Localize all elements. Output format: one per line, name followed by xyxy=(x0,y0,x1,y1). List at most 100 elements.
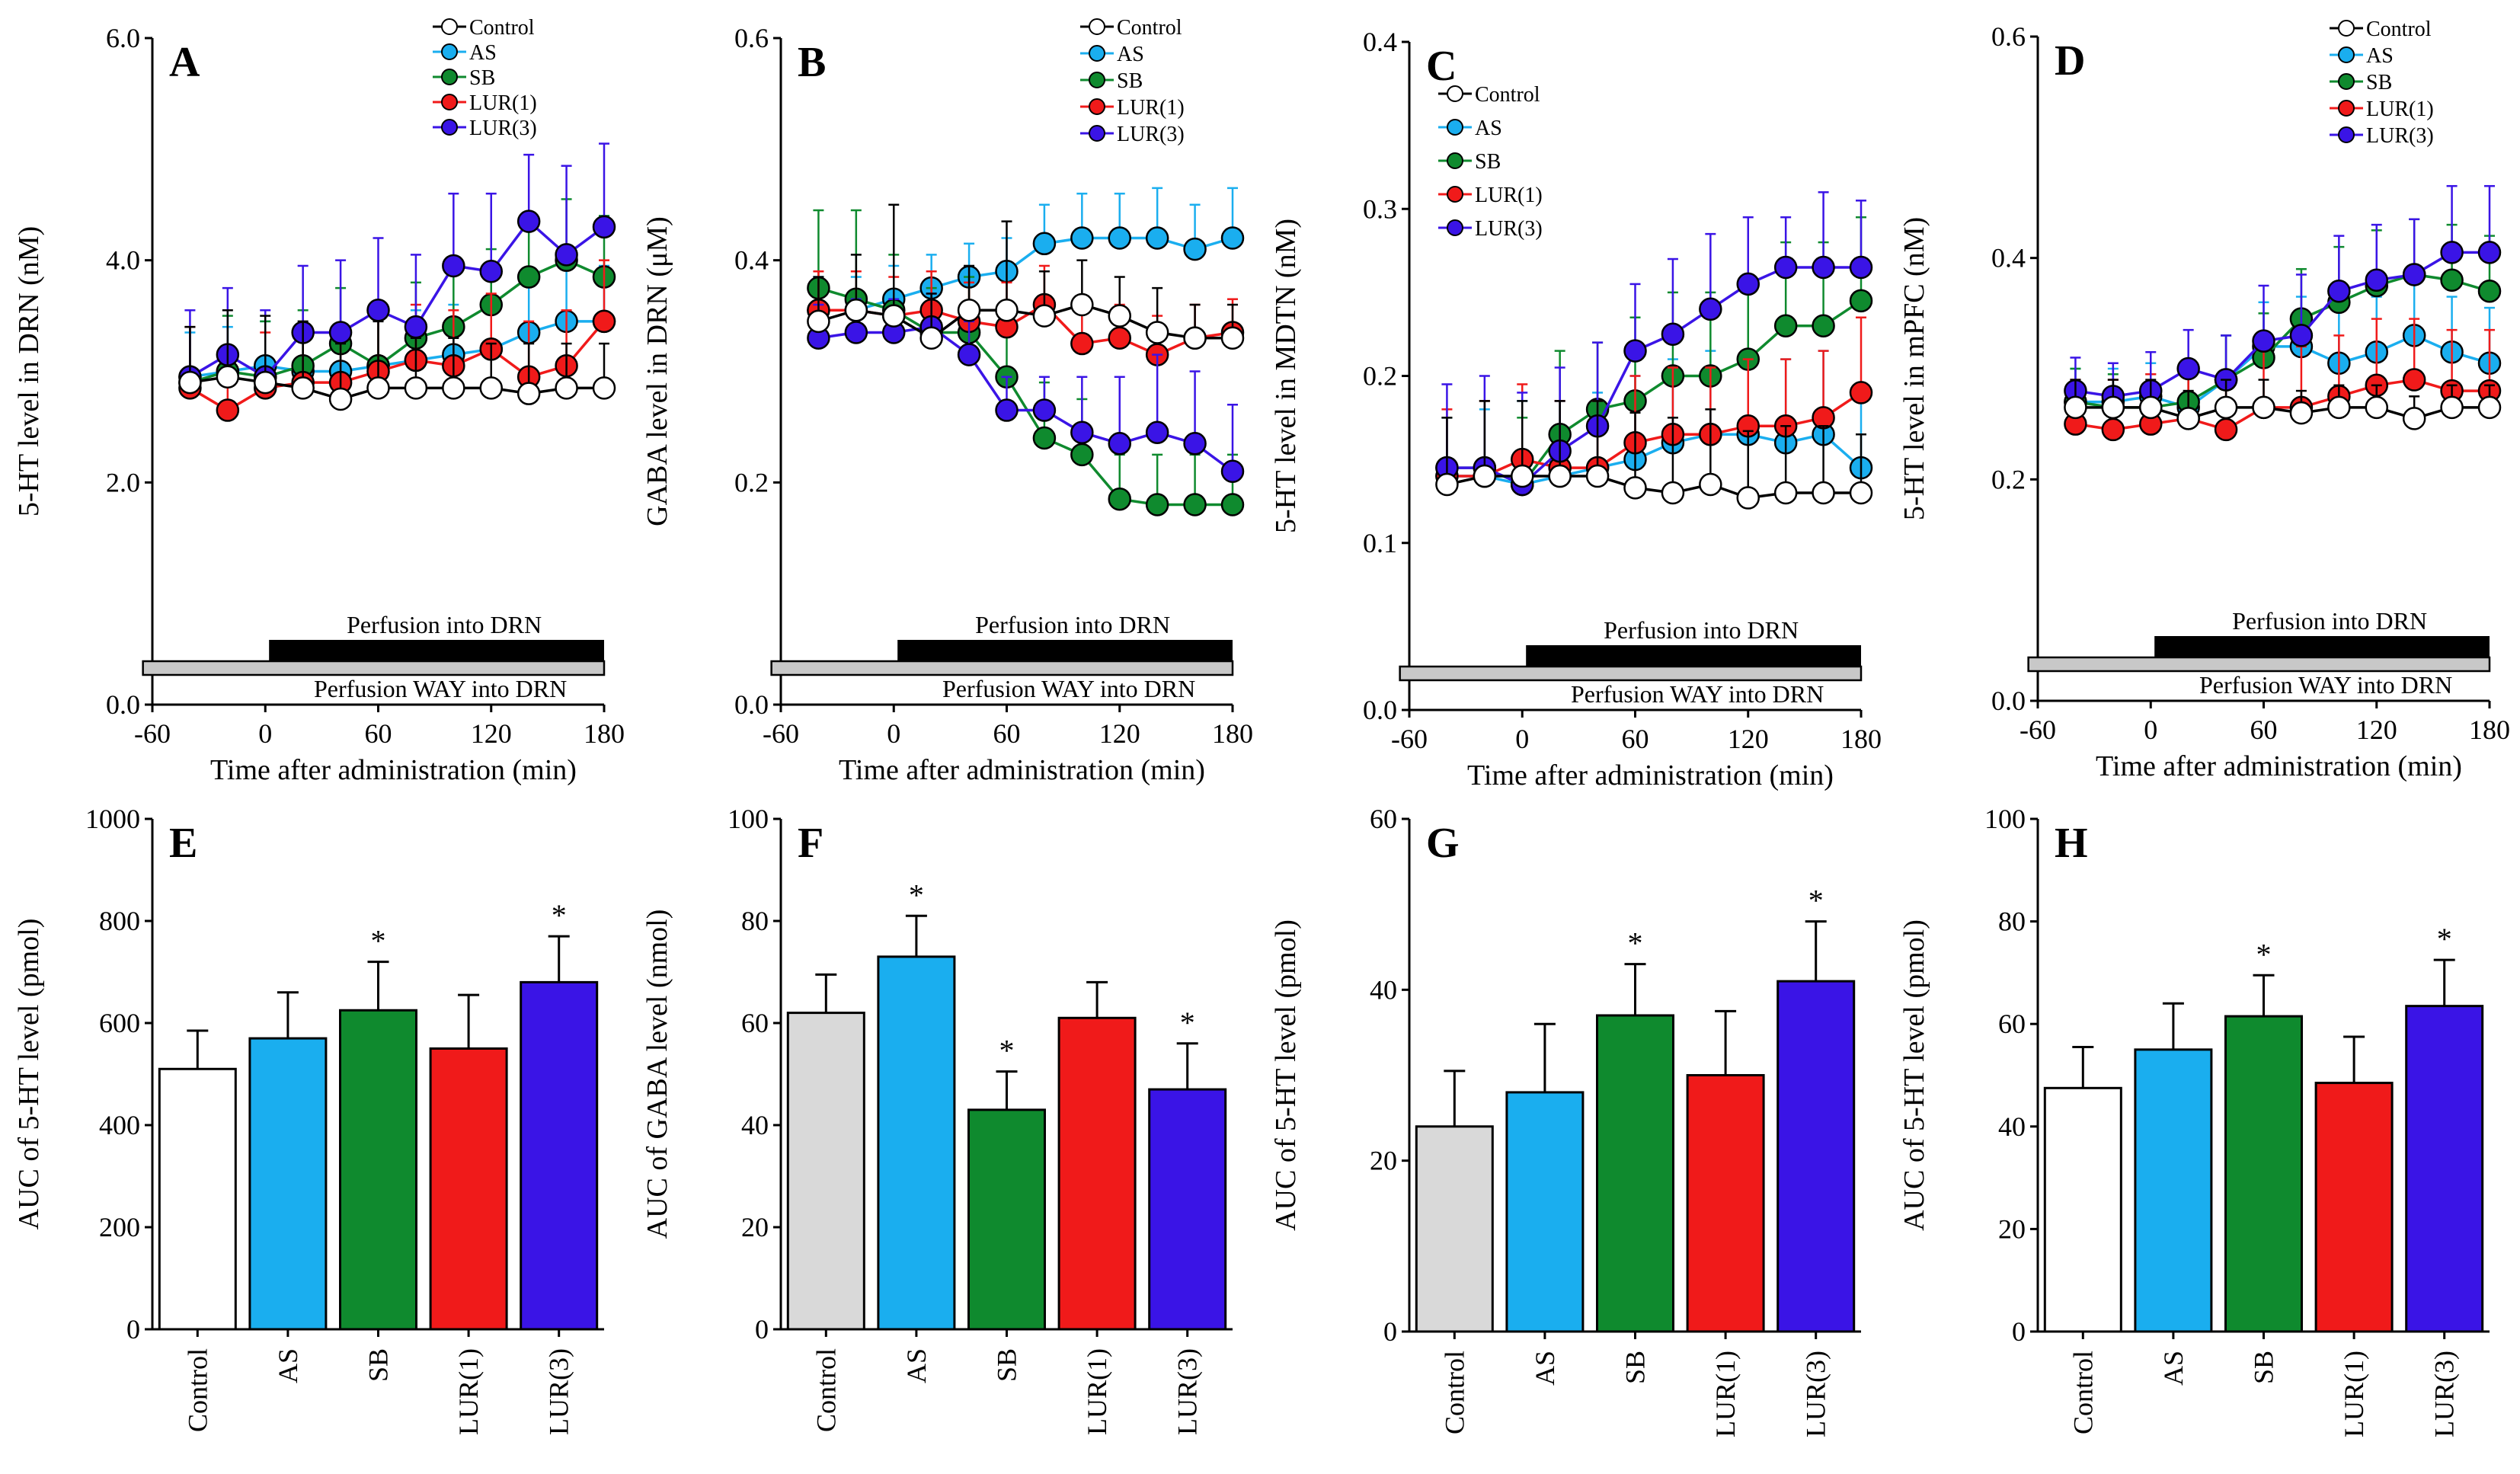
legend-label: LUR(1) xyxy=(1475,184,1543,207)
perfusion-label: Perfusion into DRN xyxy=(347,611,542,638)
panel-H: 0 20 40 60 80 100 AUC of 5-HT level (pmol) H Con… xyxy=(1898,804,2490,1437)
significance-mark: * xyxy=(2256,937,2272,971)
y-tick-label: 60 xyxy=(1998,1009,2026,1039)
bar-LUR(1) xyxy=(1057,1016,1137,1331)
data-point xyxy=(1145,493,1169,516)
bar-LUR(1) xyxy=(1686,1074,1765,1333)
series-Control xyxy=(807,203,1245,350)
data-point xyxy=(592,309,616,334)
bar-AS xyxy=(248,1037,328,1331)
legend-label: LUR(3) xyxy=(469,117,537,140)
data-point xyxy=(2402,263,2426,286)
way-perfusion-bar xyxy=(1399,665,1863,682)
data-point xyxy=(2214,417,2238,442)
data-point xyxy=(178,370,202,395)
category-label: SB xyxy=(1620,1351,1651,1384)
y-tick-label: 60 xyxy=(741,1008,769,1038)
x-tick-label: -60 xyxy=(2020,715,2056,745)
y-tick-label: 400 xyxy=(99,1110,140,1140)
data-point xyxy=(2440,241,2464,264)
data-point xyxy=(1220,226,1245,250)
y-tick-label: 800 xyxy=(99,906,140,936)
data-point xyxy=(328,321,353,344)
data-point xyxy=(1773,314,1798,337)
bar-SB xyxy=(2224,1015,2303,1333)
y-tick-label: 0.0 xyxy=(1363,695,1397,725)
legend-label: LUR(3) xyxy=(1475,217,1543,241)
y-tick-label: 20 xyxy=(1370,1146,1397,1176)
x-axis-label: Time after administration (min) xyxy=(2096,750,2462,782)
bar-LUR(1) xyxy=(2314,1082,2394,1333)
y-tick-label: 0.0 xyxy=(106,689,140,720)
data-point xyxy=(844,321,868,344)
x-tick-label: 60 xyxy=(993,718,1021,749)
x-tick-label: 180 xyxy=(1840,724,1882,754)
data-point xyxy=(442,254,465,278)
panel-label: G xyxy=(1426,820,1460,867)
legend-marker xyxy=(1089,18,1105,35)
panel-F: 0 20 40 60 80 100 AUC of GABA level (nmol) F Con… xyxy=(641,804,1233,1435)
data-point xyxy=(1849,289,1873,313)
data-point xyxy=(442,376,465,400)
series-LUR(3) xyxy=(2064,184,2502,408)
significance-mark: * xyxy=(1180,1006,1195,1040)
data-point xyxy=(1108,487,1131,511)
way-perfusion-bar xyxy=(142,660,606,676)
data-point xyxy=(1032,232,1057,256)
legend-label: LUR(3) xyxy=(2366,124,2434,148)
y-tick-label: 80 xyxy=(1998,906,2026,937)
y-tick-label: 2.0 xyxy=(106,467,140,497)
y-tick-label: 0 xyxy=(1383,1316,1397,1347)
data-point xyxy=(1736,486,1760,510)
data-point xyxy=(592,376,616,400)
y-tick-label: 0.4 xyxy=(1991,243,2026,273)
x-tick-label: 180 xyxy=(584,718,625,749)
data-point xyxy=(1070,331,1094,356)
data-point xyxy=(2176,357,2200,381)
data-point xyxy=(1623,476,1647,500)
bar-LUR(3) xyxy=(2405,1005,2484,1333)
data-point xyxy=(1699,297,1722,321)
y-tick-label: 0.2 xyxy=(1991,464,2026,494)
data-point xyxy=(2440,395,2464,420)
data-point xyxy=(1032,398,1057,422)
data-point xyxy=(1183,432,1207,456)
data-point xyxy=(957,343,981,366)
data-point xyxy=(919,326,943,350)
legend-marker xyxy=(1447,219,1463,236)
y-tick-label: 0 xyxy=(2012,1316,2026,1347)
data-point xyxy=(2402,407,2426,430)
y-axis-label: 5-HT level in MDTN (nM) xyxy=(1270,219,1302,533)
series-Control xyxy=(178,309,616,411)
data-point xyxy=(807,309,830,334)
x-tick-label: 120 xyxy=(1099,718,1140,749)
y-tick-label: 40 xyxy=(1998,1111,2026,1142)
panel-label: A xyxy=(169,39,200,86)
data-point xyxy=(516,209,541,233)
legend-marker xyxy=(441,94,458,110)
bar-AS xyxy=(877,955,956,1331)
y-tick-label: 0.3 xyxy=(1363,193,1397,224)
data-point xyxy=(1145,321,1169,344)
x-tick-label: 60 xyxy=(1622,724,1649,754)
legend-marker xyxy=(1089,125,1105,142)
data-point xyxy=(1220,326,1245,350)
y-axis-label: AUC of 5-HT level (pmol) xyxy=(1270,919,1302,1231)
data-point xyxy=(1108,326,1131,350)
legend-label: Control xyxy=(1475,83,1540,107)
category-label: LUR(3) xyxy=(1172,1348,1203,1435)
data-point xyxy=(479,376,503,400)
panel-label: F xyxy=(798,820,823,867)
bar-LUR(1) xyxy=(429,1047,508,1331)
data-point xyxy=(2477,280,2502,303)
legend-marker xyxy=(1447,119,1463,136)
data-point xyxy=(1183,326,1207,350)
category-label: LUR(3) xyxy=(1801,1351,1831,1437)
x-tick-label: 0 xyxy=(2144,715,2157,745)
data-point xyxy=(2252,395,2275,420)
x-tick-label: -60 xyxy=(763,718,799,749)
y-tick-label: 0.4 xyxy=(1363,27,1397,57)
data-point xyxy=(366,299,390,322)
data-point xyxy=(1070,226,1094,250)
category-label: AS xyxy=(273,1348,303,1383)
